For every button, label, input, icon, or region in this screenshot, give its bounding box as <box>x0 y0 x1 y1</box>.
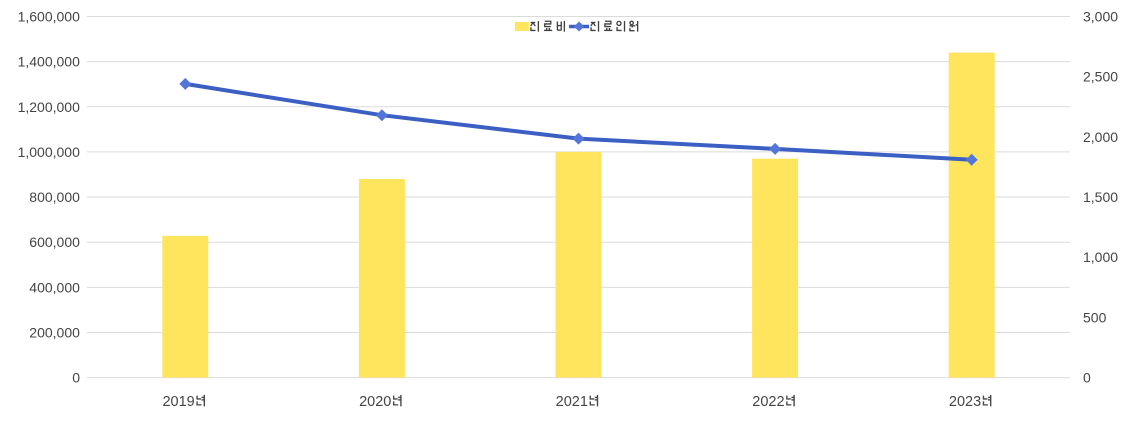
marker-2021년 <box>572 132 585 145</box>
right-axis-tick-label: 1,500 <box>1083 189 1118 205</box>
left-axis-tick-label: 1,600,000 <box>18 9 80 25</box>
legend-bar-swatch <box>514 22 529 31</box>
legend-item-bar[interactable] <box>514 20 566 32</box>
left-axis-tick-label: 400,000 <box>29 279 80 295</box>
right-axis-tick-label: 500 <box>1083 309 1107 325</box>
bar-2019년 <box>162 235 209 378</box>
x-axis-label: 2022 <box>752 394 795 410</box>
bar-2022년 <box>752 158 799 378</box>
left-axis-tick-label: 600,000 <box>29 234 80 250</box>
right-axis-tick-label: 0 <box>1083 370 1091 386</box>
svg-text:1,500: 1,500 <box>1083 189 1118 205</box>
svg-text:2022: 2022 <box>752 394 784 410</box>
svg-text:0: 0 <box>72 370 80 386</box>
svg-text:1,200,000: 1,200,000 <box>18 99 80 115</box>
svg-text:400,000: 400,000 <box>29 279 80 295</box>
svg-text:2,000: 2,000 <box>1083 129 1118 145</box>
legend-label <box>530 20 566 32</box>
x-axis-label: 2021 <box>556 394 599 410</box>
legend-diamond-marker <box>574 21 585 32</box>
svg-text:2,500: 2,500 <box>1083 69 1118 85</box>
svg-text:1,600,000: 1,600,000 <box>18 9 80 25</box>
svg-text:2021: 2021 <box>556 394 588 410</box>
right-axis-tick-label: 2,000 <box>1083 129 1118 145</box>
marker-2022년 <box>769 142 782 155</box>
marker-2023년 <box>965 153 978 166</box>
legend-label <box>590 20 639 32</box>
svg-text:800,000: 800,000 <box>29 189 80 205</box>
left-axis-tick-label: 1,200,000 <box>18 99 80 115</box>
svg-text:500: 500 <box>1083 309 1107 325</box>
legend-item-line[interactable] <box>569 20 639 32</box>
marker-2020년 <box>375 109 388 122</box>
svg-text:2019: 2019 <box>162 394 194 410</box>
marker-2019년 <box>179 77 192 90</box>
left-axis-tick-label: 0 <box>72 370 80 386</box>
left-axis-tick-label: 1,400,000 <box>18 54 80 70</box>
left-axis-tick-label: 800,000 <box>29 189 80 205</box>
svg-text:600,000: 600,000 <box>29 234 80 250</box>
svg-text:2020: 2020 <box>359 394 391 410</box>
right-axis-tick-label: 1,000 <box>1083 249 1118 265</box>
line-markers <box>179 77 978 166</box>
svg-text:1,000: 1,000 <box>1083 249 1118 265</box>
svg-text:1,400,000: 1,400,000 <box>18 54 80 70</box>
bar-2020년 <box>358 178 405 378</box>
line-series <box>184 81 972 162</box>
right-axis-tick-label: 2,500 <box>1083 69 1118 85</box>
bar-series <box>162 52 995 378</box>
left-axis-tick-label: 1,000,000 <box>18 144 80 160</box>
bar-2021년 <box>555 151 602 378</box>
x-axis-label: 2019 <box>162 394 205 410</box>
svg-text:1,000,000: 1,000,000 <box>18 144 80 160</box>
chart-legend <box>514 20 639 32</box>
svg-text:200,000: 200,000 <box>29 324 80 340</box>
svg-text:0: 0 <box>1083 370 1091 386</box>
x-axis-label: 2023 <box>949 394 992 410</box>
left-axis-tick-label: 200,000 <box>29 324 80 340</box>
svg-text:3,000: 3,000 <box>1083 9 1118 25</box>
right-axis-tick-label: 3,000 <box>1083 9 1118 25</box>
bar-2023년 <box>948 52 995 378</box>
x-axis-label: 2020 <box>359 394 402 410</box>
svg-text:2023: 2023 <box>949 394 981 410</box>
